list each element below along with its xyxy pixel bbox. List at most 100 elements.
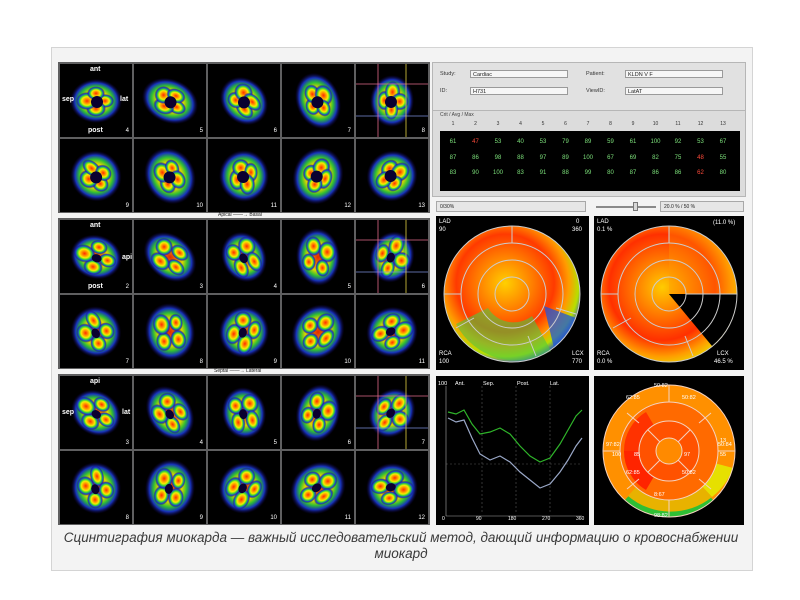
table-cell: 83 xyxy=(449,170,457,176)
slice-image[interactable]: 10 xyxy=(208,451,280,524)
table-cell: 80 xyxy=(719,170,727,176)
table-column-header: 13 xyxy=(720,121,726,127)
study-field[interactable]: Cardiac xyxy=(470,70,568,78)
slice-number: 10 xyxy=(344,359,351,365)
curve-x-tick: 270 xyxy=(542,516,551,522)
slice-image[interactable]: 10 xyxy=(282,295,354,368)
orientation-label-api: api xyxy=(90,378,101,385)
slice-image[interactable]: 6 xyxy=(208,64,280,137)
patient-field[interactable]: KLDN V F xyxy=(625,70,723,78)
segment-value: 50:82 xyxy=(654,383,668,389)
slice-image[interactable]: 9 xyxy=(134,451,206,524)
table-cell: 53 xyxy=(494,139,502,145)
divider-septal-lateral: Septal ——→ Lateral xyxy=(214,368,262,374)
slice-image[interactable]: 13 xyxy=(356,139,428,212)
slice-number: 7 xyxy=(125,359,129,365)
caption: Сцинтиграфия миокарда — важный исследова… xyxy=(63,530,739,561)
threshold-field-right[interactable]: 20.0 % / 50 % xyxy=(660,201,744,212)
table-cell: 83 xyxy=(517,170,524,176)
slice-image[interactable]: 8 xyxy=(356,64,428,137)
orientation-label-ant: ant xyxy=(90,66,101,73)
slice-image[interactable]: 9 xyxy=(208,295,280,368)
slice-image[interactable]: 7 xyxy=(356,376,428,449)
bullseye2-rca-value: 0.0 % xyxy=(597,359,613,365)
table-cell: 69 xyxy=(629,155,637,161)
slice-image[interactable]: 7 xyxy=(282,64,354,137)
threshold-slider-track[interactable] xyxy=(596,206,656,208)
slice-image[interactable]: 11 xyxy=(282,451,354,524)
segment-value: 50:82 xyxy=(682,395,696,401)
slice-image[interactable]: 9 xyxy=(60,139,132,212)
table-column-header: 3 xyxy=(496,121,500,127)
table-header: Crit / Avg / Max xyxy=(440,112,474,118)
slice-image[interactable]: 3 xyxy=(134,220,206,293)
slice-image[interactable]: 5 xyxy=(208,376,280,449)
table-column-header: 6 xyxy=(564,121,567,127)
table-cell: 89 xyxy=(584,139,592,145)
bullseye1-lcx-label: LCX xyxy=(572,351,584,357)
table-cell: 100 xyxy=(492,170,503,176)
table-cell: 53 xyxy=(539,139,547,145)
segment-value: 50:84 xyxy=(718,442,732,448)
slice-image[interactable]: 12 xyxy=(282,139,354,212)
slice-image[interactable]: 12 xyxy=(356,451,428,524)
table-cell: 82 xyxy=(652,155,659,161)
slice-number: 12 xyxy=(344,203,351,209)
slice-image[interactable]: 8 xyxy=(134,295,206,368)
table-column-header: 9 xyxy=(631,121,635,127)
table-cell: 100 xyxy=(650,139,661,145)
segment-score-map xyxy=(594,376,744,525)
orientation-label-sep: sep xyxy=(62,409,75,416)
slice-image[interactable]: 10 xyxy=(134,139,206,212)
slice-number: 7 xyxy=(347,128,351,134)
threshold-field-left[interactable]: 0/30% xyxy=(436,201,586,212)
slice-number: 5 xyxy=(199,128,203,134)
slice-number: 11 xyxy=(418,359,425,365)
slice-image[interactable]: 11 xyxy=(208,139,280,212)
slice-image[interactable]: 11 xyxy=(356,295,428,368)
bullseye2-lad-value: 0.1 % xyxy=(597,227,613,233)
slice-image[interactable]: 8 xyxy=(60,451,132,524)
slice-image[interactable]: 7 xyxy=(60,295,132,368)
orientation-label-lat: lat xyxy=(122,409,131,416)
bullseye1-lad-label: LAD xyxy=(439,219,451,225)
slice-image[interactable]: 2 xyxy=(60,220,132,293)
table-column-header: 5 xyxy=(541,121,545,127)
study-label: Study: xyxy=(440,71,456,77)
segment-value: 8:67 xyxy=(654,492,665,498)
slice-image[interactable]: 4 xyxy=(60,64,132,137)
profile-curves xyxy=(445,386,583,517)
slice-number: 4 xyxy=(125,128,129,134)
id-field[interactable]: H731 xyxy=(470,87,568,95)
view-field[interactable]: LatAT xyxy=(625,87,723,95)
slice-number: 4 xyxy=(273,284,277,290)
bullseye1-lcx-value: 770 xyxy=(572,359,583,365)
segment-value: 97 xyxy=(684,452,691,458)
slice-number: 5 xyxy=(273,440,277,446)
table-cell: 92 xyxy=(674,139,682,145)
slice-number: 9 xyxy=(199,515,203,521)
table-cell: 90 xyxy=(472,170,479,176)
segment-value: 62:85 xyxy=(626,395,640,401)
bullseye1-top-right-b: 360 xyxy=(572,227,583,233)
slice-number: 3 xyxy=(125,440,129,446)
slice-image[interactable]: 6 xyxy=(282,376,354,449)
slice-image[interactable]: 6 xyxy=(356,220,428,293)
slice-number: 8 xyxy=(421,128,425,134)
table-column-header: 12 xyxy=(697,121,704,127)
slice-image[interactable]: 4 xyxy=(134,376,206,449)
segment-table xyxy=(440,131,740,191)
slice-number: 11 xyxy=(270,203,277,209)
slice-image[interactable]: 4 xyxy=(208,220,280,293)
slice-image[interactable]: 5 xyxy=(282,220,354,293)
slice-image[interactable]: 5 xyxy=(134,64,206,137)
table-cell: 40 xyxy=(517,139,524,145)
curve-section-label: Post. xyxy=(517,381,530,387)
slice-number: 8 xyxy=(125,515,129,521)
bullseye2-top-right: (11.0 %) xyxy=(713,220,736,226)
table-cell: 99 xyxy=(584,170,592,176)
segment-value: 100 xyxy=(612,452,622,458)
threshold-slider-thumb[interactable] xyxy=(633,202,638,211)
slice-image[interactable]: 3 xyxy=(60,376,132,449)
id-label: ID: xyxy=(440,88,448,94)
